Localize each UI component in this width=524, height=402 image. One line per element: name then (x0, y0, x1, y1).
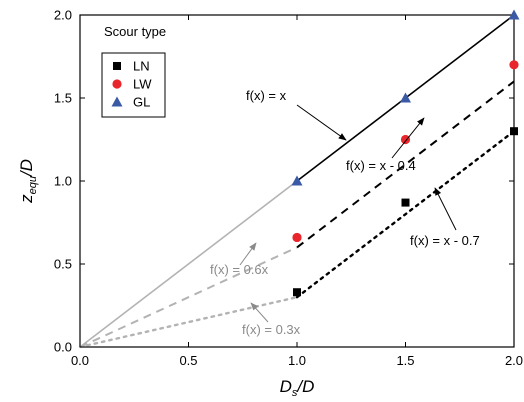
y-tick-label: 0.5 (54, 257, 72, 272)
legend-label-gl: GL (133, 95, 150, 110)
y-tick-label: 0.0 (54, 340, 72, 355)
data-point-lw (292, 232, 302, 243)
x-tick-label: 0.5 (179, 353, 197, 368)
annotation-f-x-minus-0-4: f(x) = x - 0.4 (346, 158, 416, 173)
data-point-gl (400, 92, 411, 103)
legend-marker-ln (113, 62, 121, 70)
data-point-ln (401, 198, 410, 207)
y-tick-label: 1.0 (54, 174, 72, 189)
annotation-f-0-3x-arrow (250, 302, 269, 323)
y-tick-label: 2.0 (54, 8, 72, 23)
x-axis-title: Ds/D (280, 377, 315, 399)
fit-line-gray-3 (79, 180, 298, 348)
data-point-ln (293, 288, 301, 297)
fit-line-f-x-0-6x (79, 246, 298, 348)
fit-line-f-x-x-0-7 (295, 129, 516, 299)
data-point-lw (400, 134, 411, 145)
fit-line-f-x-x-0-4 (296, 80, 515, 249)
annotation-f-x-minus-0-7-arrow (434, 187, 457, 231)
fit-lines (78, 14, 516, 349)
annotation-f-x-minus-0-7: f(x) = x - 0.7 (410, 233, 480, 248)
y-axis-title: zequ/D (17, 159, 39, 204)
x-tick-label: 1.5 (396, 353, 414, 368)
data-point-lw (509, 60, 519, 70)
data-point-gl (508, 9, 520, 20)
fit-line-f-x-0-3x (78, 296, 299, 349)
x-tick-label: 0.0 (71, 353, 89, 368)
annotation-f-x-arrow (296, 104, 347, 141)
legend-label-ln: LN (133, 59, 150, 74)
legend-marker-gl (111, 96, 123, 107)
annotations: f(x) = x f(x) = x - 0.4 f(x) = x - 0.7 f… (210, 88, 480, 337)
y-tick-label: 1.5 (54, 91, 72, 106)
legend: Scour type LN LW GL (101, 24, 166, 118)
annotation-f-x: f(x) = x (246, 88, 287, 103)
annotation-f-0-6x: f(x) = 0.6x (210, 262, 269, 277)
data-point-gl (291, 175, 303, 186)
annotation-f-0-3x: f(x) = 0.3x (242, 322, 301, 337)
data-points (291, 9, 520, 297)
x-tick-label: 2.0 (505, 353, 523, 368)
annotation-f-0-6x-arrow (239, 242, 257, 266)
legend-title: Scour type (104, 24, 166, 39)
x-tick-label: 1.0 (288, 353, 306, 368)
data-point-ln (510, 127, 518, 136)
legend-label-lw: LW (133, 77, 152, 92)
annotation-f-x-minus-0-4-arrow (391, 117, 425, 159)
legend-marker-lw (112, 79, 122, 89)
